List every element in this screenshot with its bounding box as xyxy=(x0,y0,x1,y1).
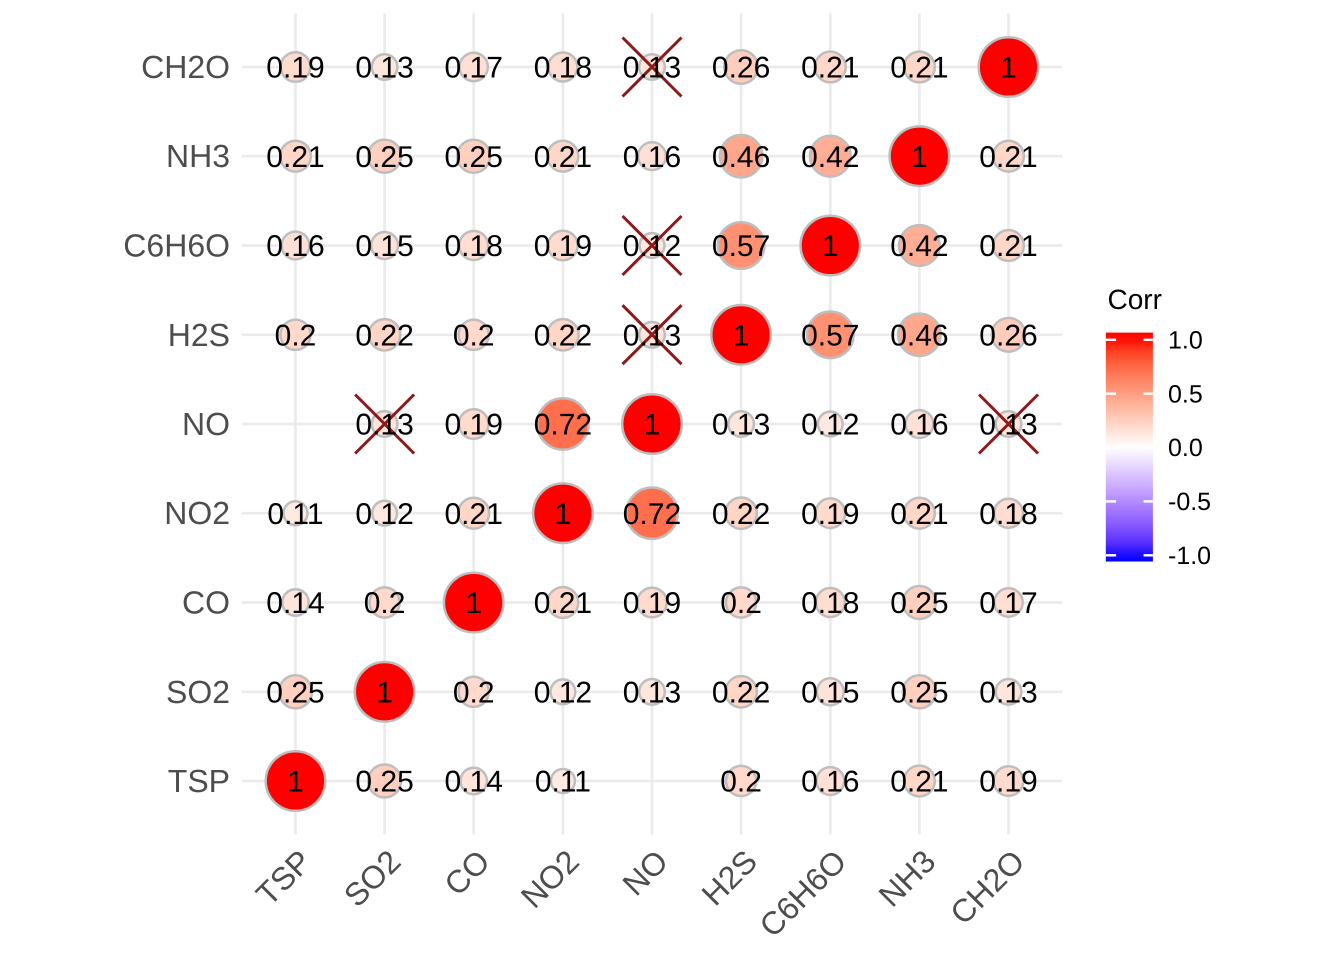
svg-text:0.25: 0.25 xyxy=(266,677,324,710)
svg-text:0.25: 0.25 xyxy=(890,677,948,710)
svg-text:0.21: 0.21 xyxy=(534,587,592,620)
svg-text:-0.5: -0.5 xyxy=(1168,488,1211,516)
svg-text:0.18: 0.18 xyxy=(534,52,592,85)
svg-text:0.12: 0.12 xyxy=(801,409,859,442)
svg-text:C6H6O: C6H6O xyxy=(123,228,230,264)
svg-text:0.16: 0.16 xyxy=(801,766,859,799)
svg-text:0.22: 0.22 xyxy=(355,319,413,352)
svg-text:0.57: 0.57 xyxy=(712,230,770,263)
svg-text:0.19: 0.19 xyxy=(623,587,681,620)
svg-text:0.12: 0.12 xyxy=(534,677,592,710)
svg-text:0.17: 0.17 xyxy=(445,52,503,85)
svg-text:1: 1 xyxy=(555,498,572,531)
svg-text:1: 1 xyxy=(465,587,482,620)
svg-text:0.2: 0.2 xyxy=(453,319,495,352)
svg-text:0.72: 0.72 xyxy=(534,409,592,442)
svg-text:0.25: 0.25 xyxy=(355,141,413,174)
svg-text:0.19: 0.19 xyxy=(266,52,324,85)
svg-text:0.72: 0.72 xyxy=(623,498,681,531)
svg-text:0.0: 0.0 xyxy=(1168,434,1203,462)
svg-text:0.13: 0.13 xyxy=(623,52,681,85)
svg-text:TSP: TSP xyxy=(168,763,230,799)
svg-text:0.21: 0.21 xyxy=(979,141,1037,174)
svg-text:0.42: 0.42 xyxy=(890,230,948,263)
svg-text:0.15: 0.15 xyxy=(355,230,413,263)
svg-text:0.13: 0.13 xyxy=(979,677,1037,710)
svg-text:0.2: 0.2 xyxy=(275,319,317,352)
svg-text:0.13: 0.13 xyxy=(355,52,413,85)
svg-text:NH3: NH3 xyxy=(166,138,230,174)
svg-text:0.18: 0.18 xyxy=(801,587,859,620)
svg-text:0.12: 0.12 xyxy=(355,498,413,531)
svg-text:0.11: 0.11 xyxy=(267,498,323,531)
svg-text:SO2: SO2 xyxy=(166,674,230,710)
svg-text:0.21: 0.21 xyxy=(801,52,859,85)
svg-text:0.2: 0.2 xyxy=(720,766,762,799)
svg-text:0.18: 0.18 xyxy=(445,230,503,263)
svg-text:0.5: 0.5 xyxy=(1168,380,1203,408)
svg-text:1: 1 xyxy=(1000,52,1017,85)
svg-text:0.25: 0.25 xyxy=(890,587,948,620)
svg-text:0.11: 0.11 xyxy=(535,766,591,799)
svg-text:0.19: 0.19 xyxy=(445,409,503,442)
svg-text:0.19: 0.19 xyxy=(801,498,859,531)
svg-text:0.21: 0.21 xyxy=(534,141,592,174)
svg-text:0.25: 0.25 xyxy=(445,141,503,174)
svg-text:NO2: NO2 xyxy=(164,495,230,531)
svg-text:0.26: 0.26 xyxy=(979,319,1037,352)
svg-text:1: 1 xyxy=(287,766,304,799)
svg-text:0.22: 0.22 xyxy=(534,319,592,352)
svg-text:-1.0: -1.0 xyxy=(1168,542,1211,570)
svg-text:1: 1 xyxy=(644,409,661,442)
svg-text:0.21: 0.21 xyxy=(266,141,324,174)
svg-text:0.16: 0.16 xyxy=(623,141,681,174)
svg-text:0.13: 0.13 xyxy=(979,409,1037,442)
svg-text:0.21: 0.21 xyxy=(890,766,948,799)
svg-text:0.57: 0.57 xyxy=(801,319,859,352)
svg-text:0.13: 0.13 xyxy=(623,677,681,710)
svg-text:0.22: 0.22 xyxy=(712,498,770,531)
svg-text:1: 1 xyxy=(822,230,839,263)
svg-text:0.16: 0.16 xyxy=(890,409,948,442)
svg-text:1: 1 xyxy=(733,319,750,352)
svg-text:0.2: 0.2 xyxy=(720,587,762,620)
svg-text:0.13: 0.13 xyxy=(712,409,770,442)
svg-text:H2S: H2S xyxy=(168,317,230,353)
svg-text:0.16: 0.16 xyxy=(266,230,324,263)
svg-text:0.19: 0.19 xyxy=(979,766,1037,799)
svg-text:0.13: 0.13 xyxy=(623,319,681,352)
svg-text:0.21: 0.21 xyxy=(979,230,1037,263)
svg-text:0.21: 0.21 xyxy=(445,498,503,531)
svg-text:1: 1 xyxy=(911,141,928,174)
svg-text:0.2: 0.2 xyxy=(364,587,406,620)
svg-text:0.42: 0.42 xyxy=(801,141,859,174)
svg-text:1.0: 1.0 xyxy=(1168,327,1203,355)
svg-text:0.19: 0.19 xyxy=(534,230,592,263)
svg-text:0.15: 0.15 xyxy=(801,677,859,710)
svg-text:0.26: 0.26 xyxy=(712,52,770,85)
svg-text:0.46: 0.46 xyxy=(712,141,770,174)
svg-text:CO: CO xyxy=(182,585,230,621)
svg-text:0.46: 0.46 xyxy=(890,319,948,352)
svg-text:0.12: 0.12 xyxy=(623,230,681,263)
svg-text:0.14: 0.14 xyxy=(266,587,324,620)
svg-text:Corr: Corr xyxy=(1108,284,1162,315)
svg-text:0.18: 0.18 xyxy=(979,498,1037,531)
svg-text:1: 1 xyxy=(376,677,393,710)
svg-text:0.22: 0.22 xyxy=(712,677,770,710)
svg-text:0.21: 0.21 xyxy=(890,498,948,531)
svg-text:0.13: 0.13 xyxy=(355,409,413,442)
svg-text:0.2: 0.2 xyxy=(453,677,495,710)
svg-text:NO: NO xyxy=(182,406,230,442)
svg-text:0.17: 0.17 xyxy=(979,587,1037,620)
svg-text:0.14: 0.14 xyxy=(445,766,503,799)
svg-text:CH2O: CH2O xyxy=(141,49,230,85)
svg-text:0.21: 0.21 xyxy=(890,52,948,85)
svg-text:0.25: 0.25 xyxy=(355,766,413,799)
